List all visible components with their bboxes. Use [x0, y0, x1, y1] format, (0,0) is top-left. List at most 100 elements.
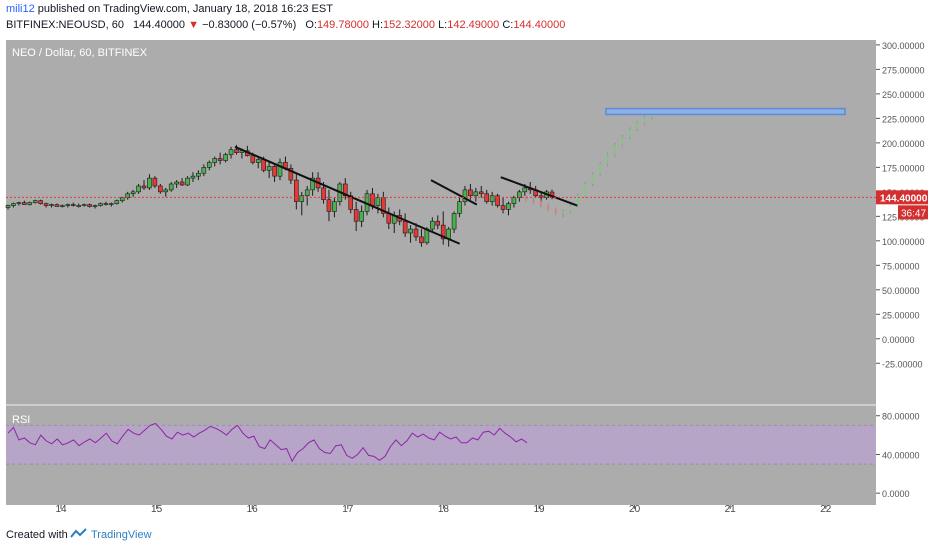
time-tick-label: 19 — [533, 504, 545, 515]
candle-body — [332, 201, 337, 212]
forecast-body — [635, 123, 639, 130]
candle-body — [419, 236, 424, 244]
footer: Created with TradingView — [0, 520, 932, 550]
price-tick-label: 75.00000 — [882, 261, 920, 271]
low-label: L: — [438, 19, 448, 31]
candle-body — [435, 220, 441, 226]
candle-body — [185, 177, 190, 186]
candle-body — [506, 203, 511, 210]
time-tick-label: 15 — [151, 504, 163, 515]
forecast-body — [583, 184, 587, 196]
rsi-title: RSI — [12, 414, 30, 426]
rsi-band-fill — [6, 425, 876, 465]
publish-info: mili12 published on TradingView.com, Jan… — [6, 3, 333, 15]
candle-body — [277, 162, 283, 177]
candle-body — [310, 177, 315, 191]
candle-body — [119, 197, 125, 201]
publish-text: published on TradingView.com, January 18… — [37, 3, 333, 15]
candle-body — [168, 183, 174, 191]
candle-body — [103, 203, 109, 205]
forecast-body — [568, 205, 572, 212]
candle-body — [22, 202, 27, 205]
candle-body — [402, 220, 408, 234]
target-zone-box[interactable] — [605, 107, 846, 116]
candle-body — [255, 159, 261, 163]
forecast-body — [628, 129, 632, 137]
candle-body — [294, 179, 299, 202]
time-tick-label: 14 — [55, 504, 67, 515]
candle-body — [326, 199, 332, 212]
candle-body — [272, 166, 277, 177]
candle-body — [462, 189, 468, 202]
forecast-body — [554, 209, 558, 214]
candle-body — [38, 200, 43, 204]
created-with-text: Created with — [6, 529, 68, 541]
time-tick-label: 21 — [725, 504, 737, 515]
candle-body — [342, 183, 348, 197]
price-change: −0.83000 (−0.57%) — [202, 19, 297, 31]
candle-body — [430, 220, 435, 230]
rsi-band — [6, 424, 876, 465]
candle-body — [109, 203, 114, 205]
price-tick-label: 25.00000 — [882, 310, 920, 320]
forecast-body — [561, 211, 565, 214]
candle-body — [370, 193, 375, 206]
time-axis[interactable]: 14 15 16 17 18 19 20 21 22 — [55, 504, 831, 515]
rsi-tick-label: 40.00000 — [882, 450, 920, 460]
price-tick-label: 175.00000 — [882, 163, 925, 173]
candle-body — [353, 209, 359, 222]
forecast-body — [643, 117, 647, 124]
countdown-tag — [898, 205, 928, 220]
open-value: 149.78000 — [316, 19, 369, 31]
price-tick-label: 100.00000 — [882, 237, 925, 247]
candle-body — [228, 149, 234, 155]
high-label: H: — [372, 19, 383, 31]
chart-canvas[interactable]: 300.00000275.00000250.00000225.00000200.… — [0, 36, 932, 520]
trendline — [430, 179, 478, 206]
trendline — [234, 145, 461, 245]
price-tick-label: 200.00000 — [882, 139, 925, 149]
forecast-body — [531, 199, 535, 202]
rsi-tick-label: 80.00000 — [882, 412, 920, 422]
candle-body — [32, 200, 38, 203]
forecast-body — [539, 201, 543, 206]
candle-body — [250, 155, 256, 163]
ohlc-line: BITFINEX:NEOUSD, 60 144.40000 ▼ −0.83000… — [6, 19, 565, 31]
candle-body — [468, 189, 473, 197]
candle-body — [212, 158, 218, 163]
candle-body — [511, 197, 517, 204]
candle-body — [98, 203, 103, 206]
tradingview-brand-link[interactable]: TradingView — [91, 529, 152, 541]
candle-body — [321, 187, 326, 200]
candle-body — [223, 154, 228, 161]
rsi-axis[interactable]: 80.00000 40.00000 0.0000 — [876, 412, 920, 499]
time-tick-label: 17 — [342, 504, 354, 515]
price-tick-label: 250.00000 — [882, 90, 925, 100]
trendline — [500, 176, 578, 207]
time-tick-label: 20 — [629, 504, 641, 515]
author-link[interactable]: mili12 — [6, 3, 35, 15]
forecast-body — [613, 144, 617, 155]
rsi-line — [7, 422, 528, 463]
candle-body — [54, 204, 60, 207]
candle-body — [451, 213, 457, 230]
candle-body — [457, 201, 462, 214]
candle-body — [27, 202, 33, 205]
tradingview-logo-icon — [70, 528, 87, 538]
candle-body — [408, 228, 413, 234]
candle-body — [266, 166, 272, 171]
candle-body — [234, 149, 239, 153]
time-tick-label: 18 — [438, 504, 450, 515]
candle-body — [495, 195, 500, 206]
price-axis[interactable]: 300.00000 275.00000 250.00000 225.00000 200.… — [876, 41, 925, 369]
candle-body — [11, 203, 16, 206]
candle-body — [163, 189, 169, 193]
candle-body — [201, 167, 207, 174]
main-pane-bg[interactable] — [6, 40, 876, 405]
symbol-label: BITFINEX:NEOUSD, 60 — [6, 19, 124, 31]
forecast-body — [591, 174, 595, 184]
candle-body — [375, 197, 381, 206]
candle-body — [174, 181, 179, 185]
trendlines[interactable] — [234, 145, 578, 245]
last-price: 144.40000 — [133, 19, 186, 31]
